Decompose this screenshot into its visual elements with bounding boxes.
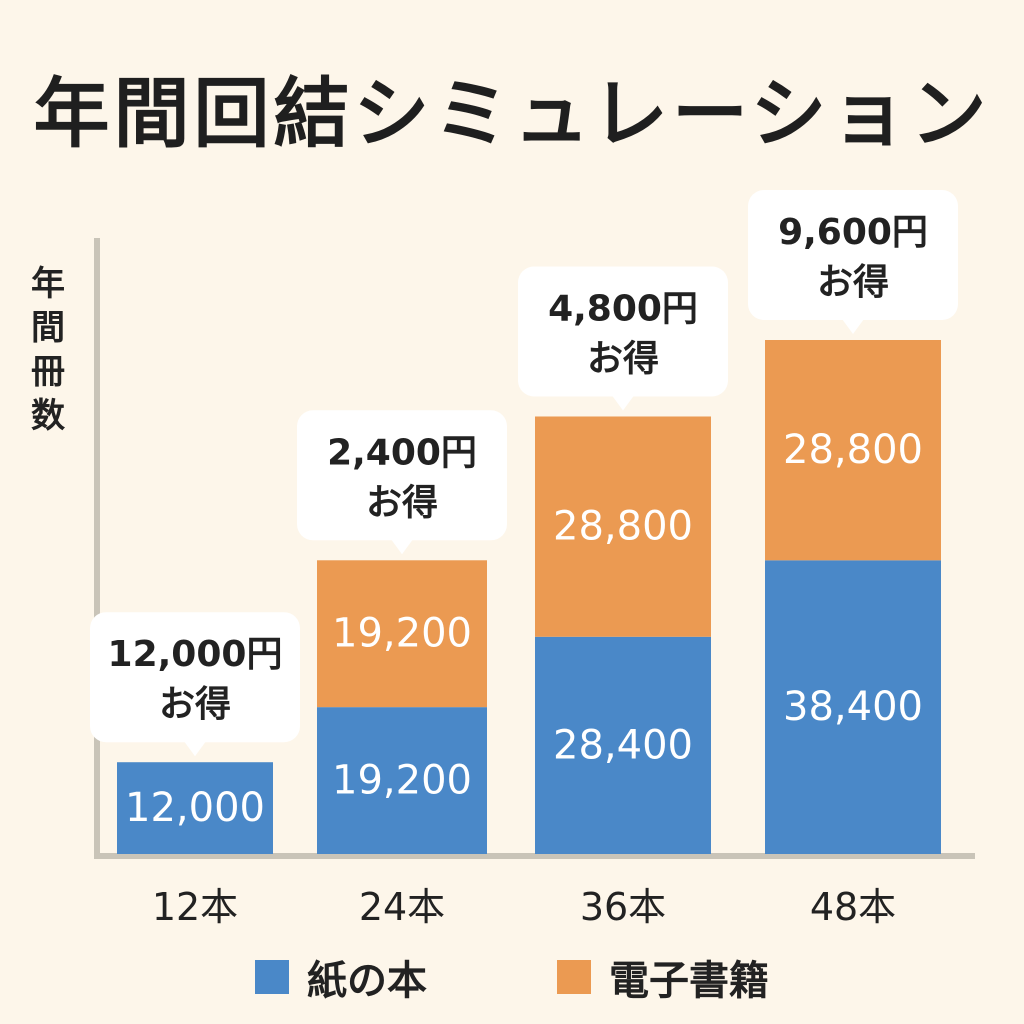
bar-paper-1 xyxy=(117,762,273,854)
legend-swatch-ebook xyxy=(557,960,591,994)
data-label-bar-paper-3: 28,400 xyxy=(553,722,693,768)
callout-note-2: お得 xyxy=(366,482,438,523)
x-tick-label-4: 48本 xyxy=(810,885,896,929)
callout-pointer-2 xyxy=(391,539,413,555)
y-axis-label: 年間冊数 xyxy=(31,264,65,436)
callout-amount-2: 2,400円 xyxy=(327,432,477,473)
data-label-bar-paper-4: 38,400 xyxy=(783,684,923,730)
chart-title: 年間回結シミュレーション xyxy=(33,69,991,158)
x-tick-label-3: 36本 xyxy=(580,885,666,929)
callout-note-1: お得 xyxy=(159,684,231,725)
callout-pointer-3 xyxy=(612,395,634,411)
bar-ebook-2 xyxy=(317,560,487,708)
legend-label-ebook: 電子書籍 xyxy=(609,958,769,1004)
x-tick-label-2: 24本 xyxy=(359,885,445,929)
bar-paper-4 xyxy=(765,560,941,854)
x-tick-label-1: 12本 xyxy=(152,885,238,929)
legend-item-paper: 紙の本 xyxy=(255,948,427,1006)
callout-amount-4: 9,600円 xyxy=(778,212,928,253)
bar-paper-2 xyxy=(317,707,487,854)
callout-bubble-3 xyxy=(518,266,728,397)
data-label-bar-ebook-2: 19,200 xyxy=(332,611,472,657)
data-label-bar-ebook-3: 28,800 xyxy=(553,504,693,550)
callout-pointer-4 xyxy=(842,319,864,334)
bar-ebook-3 xyxy=(535,416,711,637)
legend: 紙の本 電子書籍 xyxy=(0,948,1024,1006)
data-label-bar-paper-2: 19,200 xyxy=(332,758,472,804)
legend-swatch-paper xyxy=(255,960,289,994)
callout-bubble-2 xyxy=(297,410,507,541)
callout-amount-3: 4,800円 xyxy=(548,288,698,329)
callout-note-4: お得 xyxy=(817,262,889,303)
bar-paper-3 xyxy=(535,636,711,854)
callout-bubble-1 xyxy=(90,612,300,743)
data-label-bar-paper-1: 12,000 xyxy=(125,785,265,831)
callout-pointer-1 xyxy=(184,741,206,757)
callout-amount-1: 12,000円 xyxy=(108,634,283,675)
data-label-bar-ebook-4: 28,800 xyxy=(783,427,923,473)
legend-label-paper: 紙の本 xyxy=(307,958,427,1004)
callout-bubble-4 xyxy=(748,190,958,320)
bar-ebook-4 xyxy=(765,340,941,561)
callout-note-3: お得 xyxy=(587,338,659,379)
legend-item-ebook: 電子書籍 xyxy=(557,948,769,1006)
